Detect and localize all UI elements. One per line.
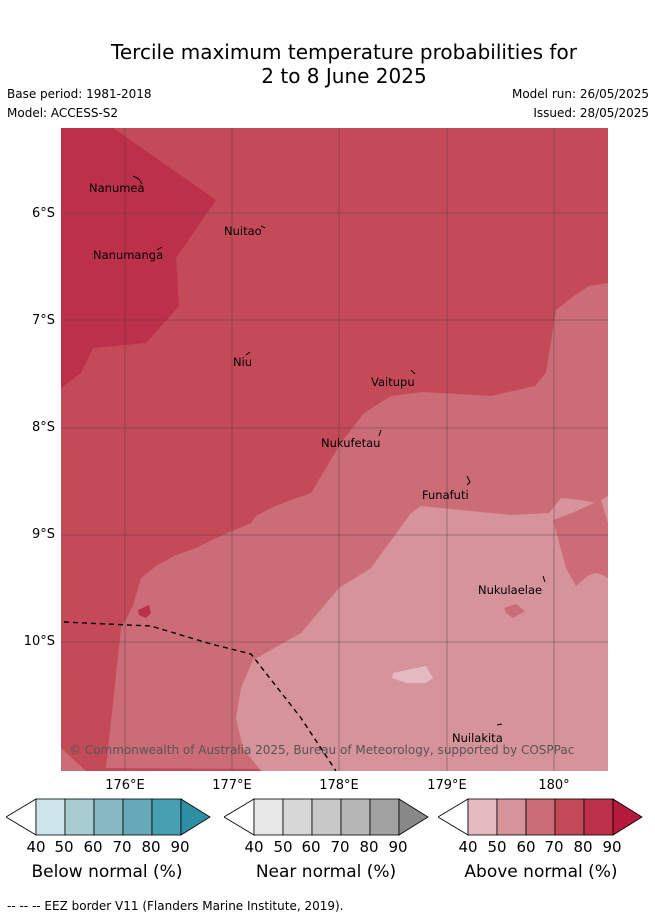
tick-above-60: 60 bbox=[516, 838, 536, 856]
place-funafuti: Funafuti bbox=[422, 488, 469, 502]
place-niu: Niu bbox=[233, 355, 253, 369]
lat-label-8s: 8°S bbox=[31, 420, 55, 435]
copyright-credit: © Commonwealth of Australia 2025, Bureau… bbox=[69, 743, 575, 757]
place-nukulaelae: Nukulaelae bbox=[478, 583, 543, 597]
legend-below-normal bbox=[6, 797, 211, 837]
title-line-1: Tercile maximum temperature probabilitie… bbox=[111, 40, 577, 64]
tick-above-90: 90 bbox=[602, 838, 622, 856]
issued-date: Issued: 28/05/2025 bbox=[533, 106, 649, 120]
lon-label-179e: 179°E bbox=[427, 778, 467, 793]
lat-label-6s: 6°S bbox=[31, 206, 55, 221]
above-legend-box-4 bbox=[554, 798, 585, 836]
model-run: Model run: 26/05/2025 bbox=[511, 87, 649, 101]
tick-near-60: 60 bbox=[301, 838, 321, 856]
lat-label-10s: 10°S bbox=[23, 634, 55, 649]
tick-near-80: 80 bbox=[359, 838, 379, 856]
tick-above-50: 50 bbox=[487, 838, 507, 856]
legend-title-below: Below normal (%) bbox=[31, 862, 183, 882]
graticule bbox=[61, 128, 608, 771]
place-vaitupu: Vaitupu bbox=[371, 375, 415, 389]
title-line-2: 2 to 8 June 2025 bbox=[261, 64, 427, 88]
region-80-percent-spot-1 bbox=[138, 605, 151, 618]
below-legend-box-2 bbox=[64, 798, 95, 836]
tick-below-80: 80 bbox=[141, 838, 161, 856]
near-legend-box-2 bbox=[282, 798, 313, 836]
lon-label-180: 180° bbox=[538, 778, 570, 793]
tick-near-70: 70 bbox=[330, 838, 350, 856]
above-legend-box-1 bbox=[467, 798, 498, 836]
above-legend-box-5 bbox=[583, 798, 614, 836]
below-legend-box-1 bbox=[35, 798, 66, 836]
above-legend-high-arrow bbox=[612, 798, 643, 836]
below-legend-high-arrow bbox=[180, 798, 211, 836]
region-60-percent-spot bbox=[556, 500, 608, 576]
tick-below-40: 40 bbox=[26, 838, 46, 856]
eez-footnote: -- -- -- EEZ border V11 (Flanders Marine… bbox=[7, 899, 344, 913]
near-legend-low-arrow bbox=[224, 798, 255, 836]
above-legend-low-arrow bbox=[438, 798, 469, 836]
place-nukufetau: Nukufetau bbox=[321, 436, 381, 450]
above-legend-box-2 bbox=[496, 798, 527, 836]
map-canvas bbox=[61, 128, 608, 771]
lat-label-9s: 9°S bbox=[31, 527, 55, 542]
legend-above-normal bbox=[438, 797, 643, 837]
below-legend-box-5 bbox=[151, 798, 182, 836]
legend-title-above: Above normal (%) bbox=[464, 862, 618, 882]
base-period: Base period: 1981-2018 bbox=[7, 87, 152, 101]
model-name: Model: ACCESS-S2 bbox=[7, 106, 119, 120]
map-title: Tercile maximum temperature probabilitie… bbox=[0, 40, 655, 88]
tick-above-40: 40 bbox=[458, 838, 478, 856]
tick-below-70: 70 bbox=[112, 838, 132, 856]
near-legend-box-1 bbox=[253, 798, 284, 836]
region-70-percent-spot-2 bbox=[504, 604, 525, 618]
region-60-percent-southwest bbox=[61, 748, 86, 771]
lon-label-176e: 176°E bbox=[105, 778, 145, 793]
tick-above-70: 70 bbox=[544, 838, 564, 856]
legend-title-near: Near normal (%) bbox=[255, 862, 397, 882]
above-legend-box-3 bbox=[525, 798, 556, 836]
place-nanumea: Nanumea bbox=[89, 181, 145, 195]
region-80-percent bbox=[61, 128, 216, 388]
near-legend-box-3 bbox=[311, 798, 342, 836]
region-50-percent bbox=[236, 496, 608, 771]
below-legend-box-3 bbox=[93, 798, 124, 836]
tick-below-90: 90 bbox=[170, 838, 190, 856]
tick-near-90: 90 bbox=[388, 838, 408, 856]
tick-near-40: 40 bbox=[244, 838, 264, 856]
place-nuilakita: Nuilakita bbox=[452, 731, 503, 745]
island-outlines bbox=[132, 175, 546, 726]
place-nanumanga: Nanumanga bbox=[93, 248, 164, 262]
below-legend-box-4 bbox=[122, 798, 153, 836]
legend-near-normal bbox=[224, 797, 429, 837]
tick-below-50: 50 bbox=[54, 838, 74, 856]
lon-label-177e: 177°E bbox=[212, 778, 252, 793]
region-40-percent bbox=[392, 666, 433, 683]
lon-label-178e: 178°E bbox=[319, 778, 359, 793]
probability-map bbox=[61, 128, 608, 771]
lat-label-7s: 7°S bbox=[31, 313, 55, 328]
tick-above-80: 80 bbox=[573, 838, 593, 856]
near-legend-high-arrow bbox=[398, 798, 429, 836]
tick-near-50: 50 bbox=[273, 838, 293, 856]
near-legend-box-5 bbox=[369, 798, 400, 836]
eez-border bbox=[63, 621, 337, 771]
tick-below-60: 60 bbox=[83, 838, 103, 856]
below-legend-low-arrow bbox=[6, 798, 37, 836]
near-legend-box-4 bbox=[340, 798, 371, 836]
place-nuitao: Nuitao bbox=[224, 224, 262, 238]
